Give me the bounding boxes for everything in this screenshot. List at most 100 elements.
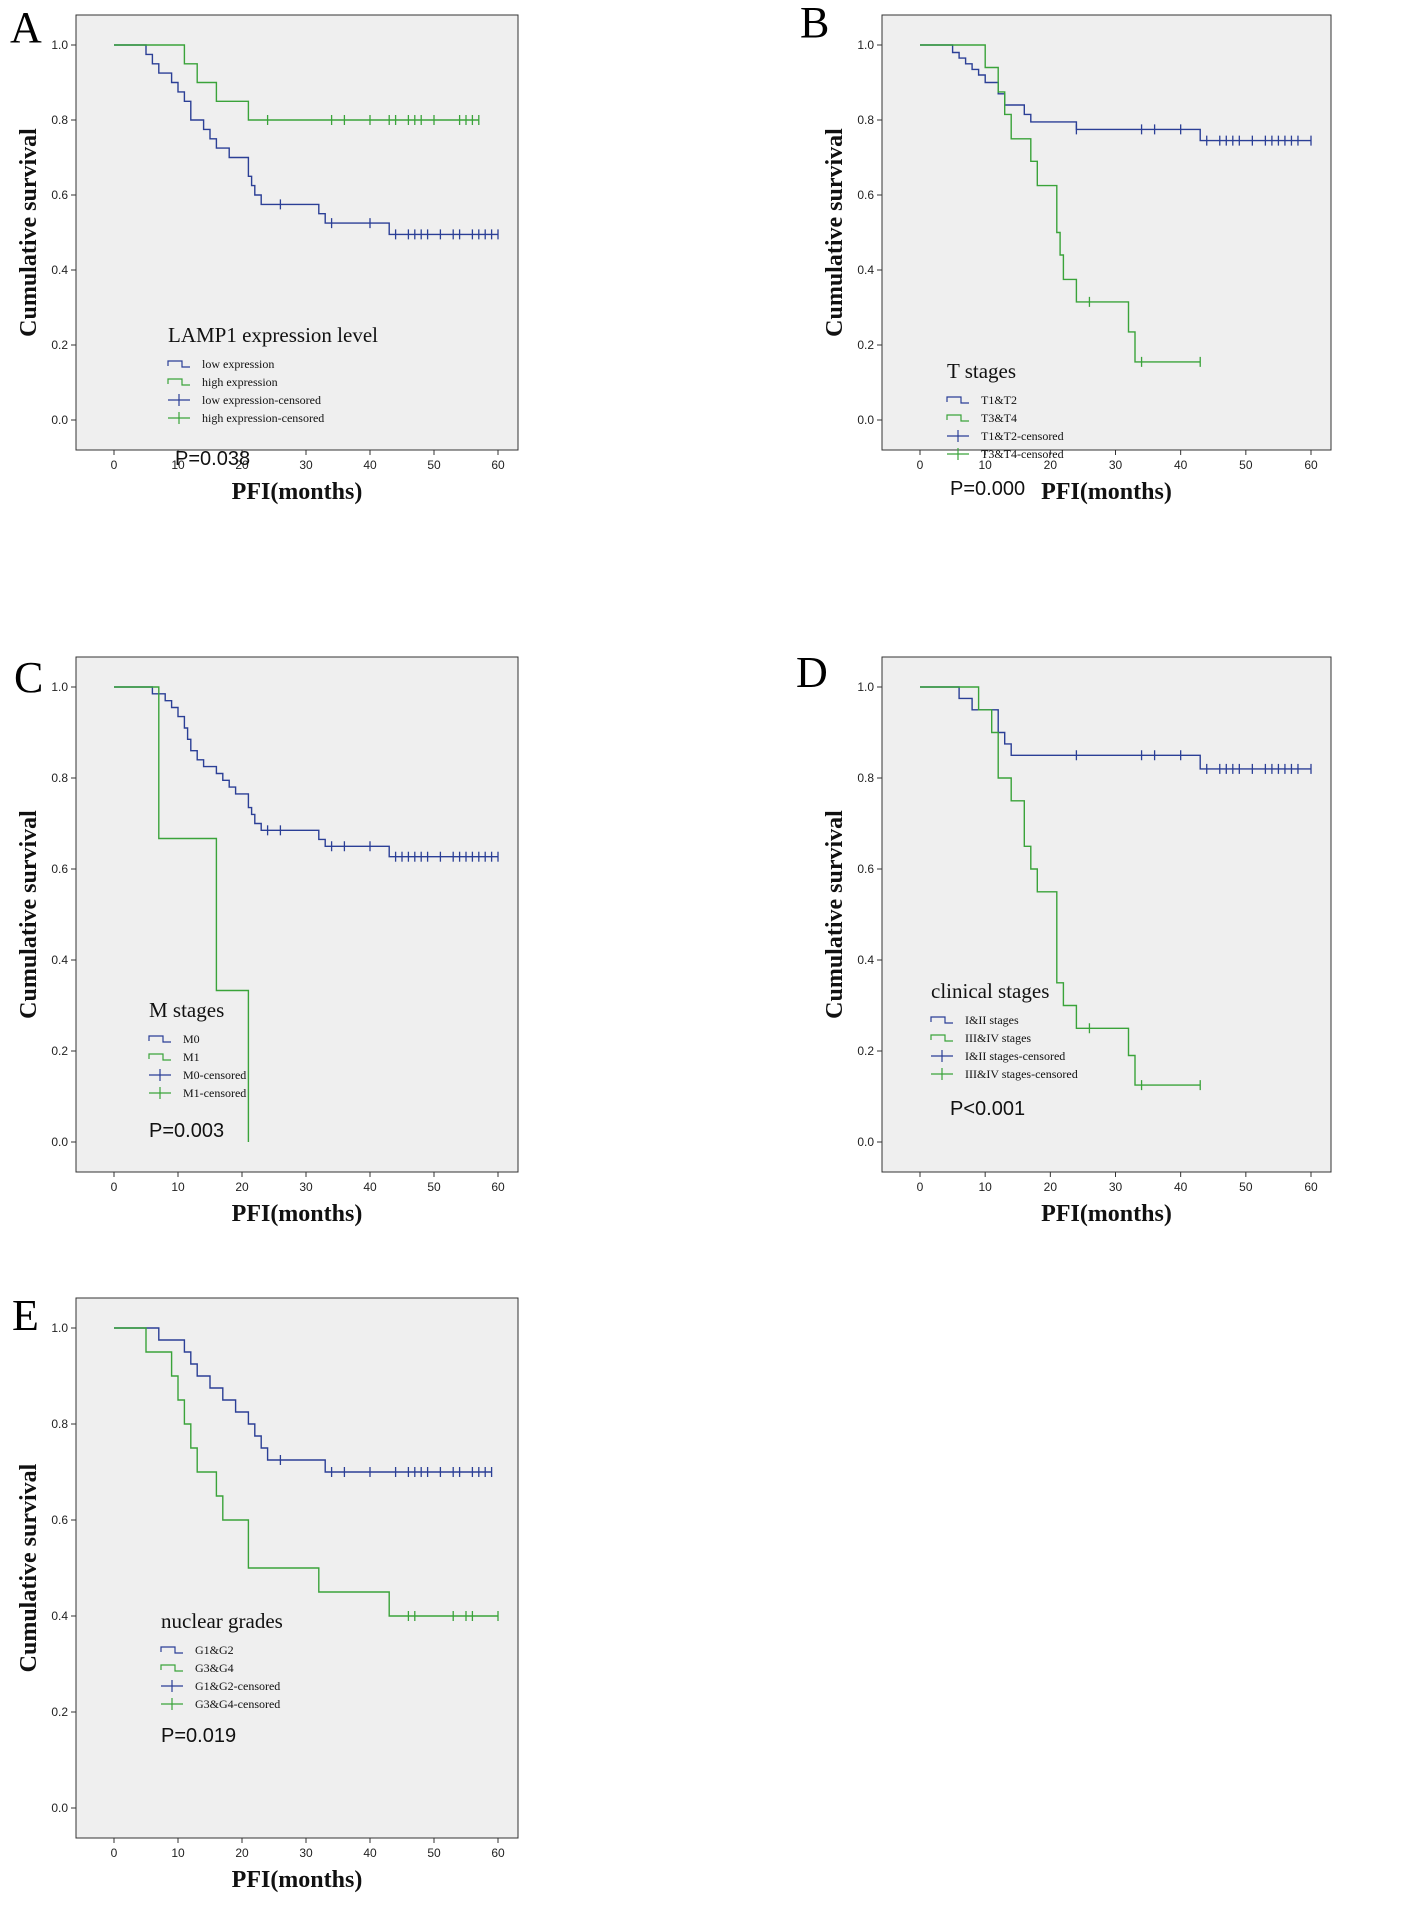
legend-entry: high expression bbox=[202, 375, 278, 389]
legend-swatch-step bbox=[148, 1035, 171, 1043]
x-tick-label: 30 bbox=[299, 458, 313, 472]
x-tick-label: 20 bbox=[1044, 1180, 1058, 1194]
y-axis-label: Cumulative survival bbox=[16, 128, 42, 337]
panel-letter: E bbox=[12, 1291, 39, 1340]
y-tick-label: 0.4 bbox=[857, 263, 874, 277]
x-tick-label: 10 bbox=[171, 1180, 185, 1194]
panel-letter: B bbox=[800, 0, 829, 47]
legend-entry: T1&T2-censored bbox=[981, 429, 1064, 443]
y-tick-label: 0.0 bbox=[51, 1801, 68, 1815]
x-axis-label: PFI(months) bbox=[232, 1867, 363, 1893]
x-tick-label: 50 bbox=[427, 1180, 441, 1194]
x-tick-label: 20 bbox=[235, 1180, 249, 1194]
y-tick-label: 0.0 bbox=[857, 413, 874, 427]
legend-entry: III&IV stages-censored bbox=[965, 1067, 1078, 1081]
p-value: P=0.019 bbox=[161, 1725, 236, 1747]
p-value: P=0.038 bbox=[175, 448, 250, 470]
p-value: P=0.000 bbox=[950, 478, 1025, 500]
x-tick-label: 60 bbox=[491, 1180, 505, 1194]
y-tick-label: 0.6 bbox=[857, 862, 874, 876]
survival-curve-series1 bbox=[114, 686, 498, 858]
panel-e: E 0.0 0.2 0.4 0.6 0.8 1.0 0 10 20 30 40 50 60 PFI(mont… bbox=[12, 1291, 519, 1893]
legend-swatch-step bbox=[167, 378, 190, 386]
panel-b: B 0.0 0.2 0.4 0.6 0.8 1.0 0 10 20 30 40 50 60 PFI(mont… bbox=[800, 0, 1332, 505]
y-tick-label: 0.8 bbox=[51, 113, 68, 127]
panel-d: D 0.0 0.2 0.4 0.6 0.8 1.0 0 10 20 30 40 50 60 PFI(mont… bbox=[796, 648, 1332, 1227]
x-tick-label: 60 bbox=[1304, 1180, 1318, 1194]
legend-entry: G1&G2 bbox=[195, 1643, 234, 1657]
y-tick-label: 1.0 bbox=[51, 38, 68, 52]
y-tick-label: 1.0 bbox=[51, 680, 68, 694]
legend-swatch-step bbox=[160, 1646, 183, 1654]
panel-c: C 0.0 0.2 0.4 0.6 0.8 1.0 0 10 20 30 40 50 60 PFI(mont… bbox=[14, 653, 519, 1227]
y-tick-label: 0.4 bbox=[51, 953, 68, 967]
legend-entry: M0-censored bbox=[183, 1068, 246, 1082]
x-tick-label: 40 bbox=[1174, 1180, 1188, 1194]
legend-entry: high expression-censored bbox=[202, 411, 324, 425]
y-tick-label: 0.8 bbox=[857, 113, 874, 127]
y-tick-label: 0.2 bbox=[857, 1044, 874, 1058]
y-tick-label: 0.6 bbox=[857, 188, 874, 202]
survival-curve-series2 bbox=[920, 44, 1201, 363]
legend-swatch-step bbox=[148, 1053, 171, 1061]
y-tick-label: 0.4 bbox=[51, 1609, 68, 1623]
y-tick-label: 0.8 bbox=[51, 1417, 68, 1431]
plot-area bbox=[881, 656, 1332, 1173]
legend-entry: M1 bbox=[183, 1050, 200, 1064]
x-tick-label: 0 bbox=[917, 458, 924, 472]
survival-curve-series2 bbox=[114, 44, 479, 121]
legend-entry: T3&T4-censored bbox=[981, 447, 1064, 461]
x-tick-label: 60 bbox=[1304, 458, 1318, 472]
y-tick-label: 0.0 bbox=[857, 1135, 874, 1149]
panel-letter: D bbox=[796, 648, 828, 697]
y-tick-label: 0.0 bbox=[51, 1135, 68, 1149]
y-tick-label: 0.2 bbox=[857, 338, 874, 352]
y-tick-label: 1.0 bbox=[51, 1321, 68, 1335]
legend-entry: low expression-censored bbox=[202, 393, 321, 407]
legend-entry: III&IV stages bbox=[965, 1031, 1031, 1045]
x-tick-label: 60 bbox=[491, 1846, 505, 1860]
x-tick-label: 30 bbox=[299, 1846, 313, 1860]
y-tick-label: 0.2 bbox=[51, 1044, 68, 1058]
x-tick-label: 40 bbox=[363, 1180, 377, 1194]
x-tick-label: 0 bbox=[917, 1180, 924, 1194]
x-tick-label: 20 bbox=[1044, 458, 1058, 472]
x-tick-label: 0 bbox=[111, 1180, 118, 1194]
legend-entry: T3&T4 bbox=[981, 411, 1017, 425]
survival-curve-series2 bbox=[920, 686, 1201, 1086]
legend-entry: G3&G4 bbox=[195, 1661, 234, 1675]
y-tick-label: 1.0 bbox=[857, 680, 874, 694]
legend-swatch-step bbox=[946, 396, 969, 404]
x-axis-label: PFI(months) bbox=[232, 1201, 363, 1227]
x-tick-label: 40 bbox=[363, 458, 377, 472]
plot-area bbox=[881, 14, 1332, 451]
legend-entry: I&II stages-censored bbox=[965, 1049, 1065, 1063]
x-axis-label: PFI(months) bbox=[1041, 479, 1172, 505]
panel-a: A 0.0 0.2 0.4 0.6 0.8 1.0 0 10 20 30 40 50 60 PFI(mont… bbox=[10, 3, 519, 505]
y-tick-label: 0.6 bbox=[51, 862, 68, 876]
survival-curve-series1 bbox=[114, 44, 498, 236]
y-tick-label: 0.8 bbox=[857, 771, 874, 785]
x-tick-label: 50 bbox=[1239, 458, 1253, 472]
legend-title: clinical stages bbox=[931, 979, 1049, 1003]
y-axis-label: Cumulative survival bbox=[822, 128, 848, 337]
legend-entry: G3&G4-censored bbox=[195, 1697, 280, 1711]
legend-swatch-step bbox=[160, 1664, 183, 1672]
x-axis-label: PFI(months) bbox=[1041, 1201, 1172, 1227]
legend-entry: I&II stages bbox=[965, 1013, 1019, 1027]
x-tick-label: 30 bbox=[299, 1180, 313, 1194]
p-value: P=0.003 bbox=[149, 1120, 224, 1142]
survival-curve-series1 bbox=[920, 44, 1311, 142]
x-tick-label: 50 bbox=[427, 1846, 441, 1860]
survival-curve-series2 bbox=[114, 1327, 498, 1617]
x-tick-label: 10 bbox=[171, 1846, 185, 1860]
plot-area bbox=[75, 656, 519, 1173]
legend-entry: T1&T2 bbox=[981, 393, 1017, 407]
plot-area bbox=[75, 14, 519, 451]
x-tick-label: 50 bbox=[1239, 1180, 1253, 1194]
x-tick-label: 10 bbox=[171, 458, 185, 472]
legend-title: M stages bbox=[149, 998, 224, 1022]
y-tick-label: 0.0 bbox=[51, 413, 68, 427]
legend-entry: G1&G2-censored bbox=[195, 1679, 280, 1693]
